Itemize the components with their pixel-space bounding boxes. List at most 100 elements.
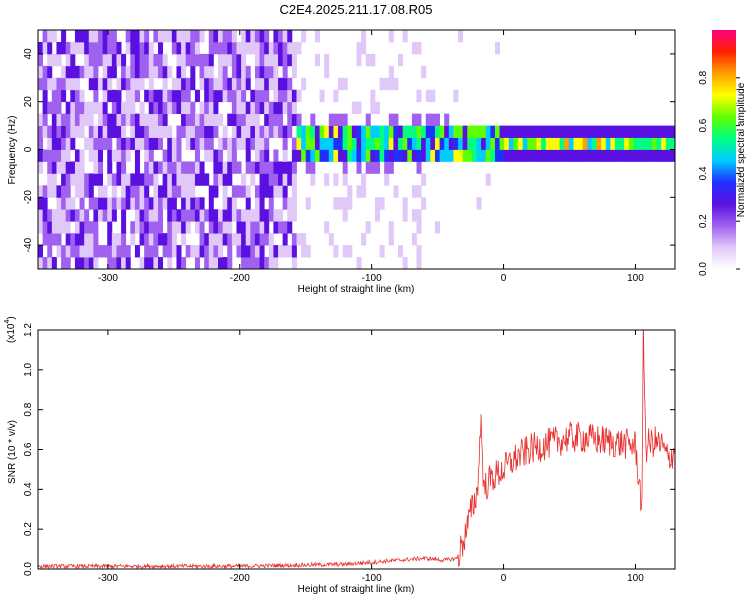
spectrogram-cell xyxy=(273,101,279,115)
spectrogram-cell xyxy=(171,101,177,115)
spectrogram-cell xyxy=(213,101,219,115)
spectrogram-cell xyxy=(194,257,200,269)
spectrogram-cell xyxy=(578,149,584,162)
spectrogram-cell xyxy=(227,149,233,162)
spectrogram-cell xyxy=(74,233,80,246)
spectrogram-cell xyxy=(518,125,524,138)
spectrogram-cell xyxy=(38,149,44,162)
spectrogram-cell xyxy=(642,125,648,138)
spectrogram-cell xyxy=(254,221,260,234)
spectrogram-cell xyxy=(218,41,224,55)
spectrogram-cell xyxy=(241,209,247,222)
y-tick-label: 1.0 xyxy=(23,362,34,376)
spectrogram-cell xyxy=(582,149,588,162)
spectrogram-cell xyxy=(273,185,279,198)
spectrogram-cell xyxy=(162,65,168,79)
spectrogram-cell xyxy=(388,233,394,246)
spectrogram-cell xyxy=(421,125,427,138)
spectrogram-cell xyxy=(254,161,260,174)
spectrogram-cell xyxy=(153,233,159,246)
spectrogram-cell xyxy=(310,125,316,138)
spectrogram-cell xyxy=(587,149,593,162)
spectrogram-cell xyxy=(65,77,71,91)
spectrogram-cell xyxy=(319,137,325,150)
spectrogram-cell xyxy=(98,77,104,91)
spectrogram-cell xyxy=(162,173,168,186)
spectrogram-cell xyxy=(407,137,413,150)
spectrogram-cell xyxy=(158,209,164,222)
spectrogram-cell xyxy=(291,257,297,269)
spectrogram-cell xyxy=(227,89,233,103)
spectrogram-cell xyxy=(199,209,205,222)
spectrogram-cell xyxy=(171,30,177,43)
spectrogram-cell xyxy=(144,65,150,79)
spectrogram-cell xyxy=(614,125,621,138)
spectrogram-cell xyxy=(250,221,256,234)
spectrogram-cell xyxy=(84,53,90,67)
spectrogram-cell xyxy=(130,113,136,126)
spectrogram-cell xyxy=(121,173,127,186)
spectrogram-cell xyxy=(107,125,113,138)
spectrogram-x-ticks: -300 -200 -100 0 100 xyxy=(98,30,644,284)
spectrogram-cell xyxy=(47,257,53,269)
spectrogram-cell xyxy=(245,149,251,162)
spectrogram-cell xyxy=(596,125,602,138)
spectrogram-cell xyxy=(158,197,164,210)
spectrogram-cell xyxy=(351,101,357,115)
spectrogram-cell xyxy=(499,137,505,150)
spectrogram-cell xyxy=(245,221,251,234)
spectrogram-cell xyxy=(254,89,260,103)
spectrogram-cell xyxy=(241,245,247,258)
spectrogram-cell xyxy=(213,245,219,258)
spectrogram-cell xyxy=(93,53,99,67)
spectrogram-cell xyxy=(550,149,556,162)
spectrogram-cell xyxy=(361,30,367,43)
spectrogram-cell xyxy=(278,209,284,222)
spectrogram-cell xyxy=(208,77,214,91)
spectrogram-cell xyxy=(282,89,288,103)
spectrogram-cell xyxy=(74,221,80,234)
spectrogram-cell xyxy=(61,125,67,138)
spectrogram-cell xyxy=(185,89,191,103)
spectrogram-cell xyxy=(102,89,108,103)
spectrogram-cell xyxy=(111,245,117,258)
spectrogram-cell xyxy=(231,41,237,55)
spectrogram-cell xyxy=(471,137,477,150)
spectrogram-cell xyxy=(93,197,99,210)
spectrogram-cell xyxy=(333,173,339,186)
spectrogram-cell xyxy=(93,77,99,91)
spectrogram-cell xyxy=(102,125,108,138)
spectrogram-cell xyxy=(153,101,159,115)
spectrogram-cell xyxy=(236,209,242,222)
spectrogram-cell xyxy=(47,221,53,234)
spectrogram-cell xyxy=(254,257,260,269)
spectrogram-cell xyxy=(227,113,233,126)
spectrogram-cell xyxy=(236,89,242,103)
spectrogram-cell xyxy=(153,53,159,67)
spectrogram-cell xyxy=(199,113,205,126)
spectrogram-cell xyxy=(338,77,344,91)
spectrogram-cell xyxy=(107,53,113,67)
y-tick-label: 0 xyxy=(23,146,34,152)
spectrogram-cell xyxy=(213,41,219,55)
spectrogram-cell xyxy=(531,149,537,162)
spectrogram-cell xyxy=(79,65,85,79)
spectrogram-cell xyxy=(411,185,417,198)
spectrogram-cell xyxy=(518,149,524,162)
spectrogram-cell xyxy=(144,173,150,186)
spectrogram-cell xyxy=(102,77,108,91)
spectrogram-cell xyxy=(176,161,182,174)
spectrogram-cell xyxy=(185,101,191,115)
spectrogram-cell xyxy=(144,221,150,234)
spectrogram-cell xyxy=(642,149,648,162)
colorbar-ticks: 0.0 0.2 0.4 0.6 0.8 xyxy=(698,70,740,276)
spectrogram-cell xyxy=(291,137,297,150)
spectrogram-cell xyxy=(107,209,113,222)
spectrogram-cell xyxy=(65,173,71,186)
spectrogram-cell xyxy=(222,209,228,222)
spectrogram-cell xyxy=(153,113,159,126)
spectrogram-cell xyxy=(444,125,450,138)
spectrogram-cell xyxy=(222,221,228,234)
spectrogram-cell xyxy=(70,173,76,186)
